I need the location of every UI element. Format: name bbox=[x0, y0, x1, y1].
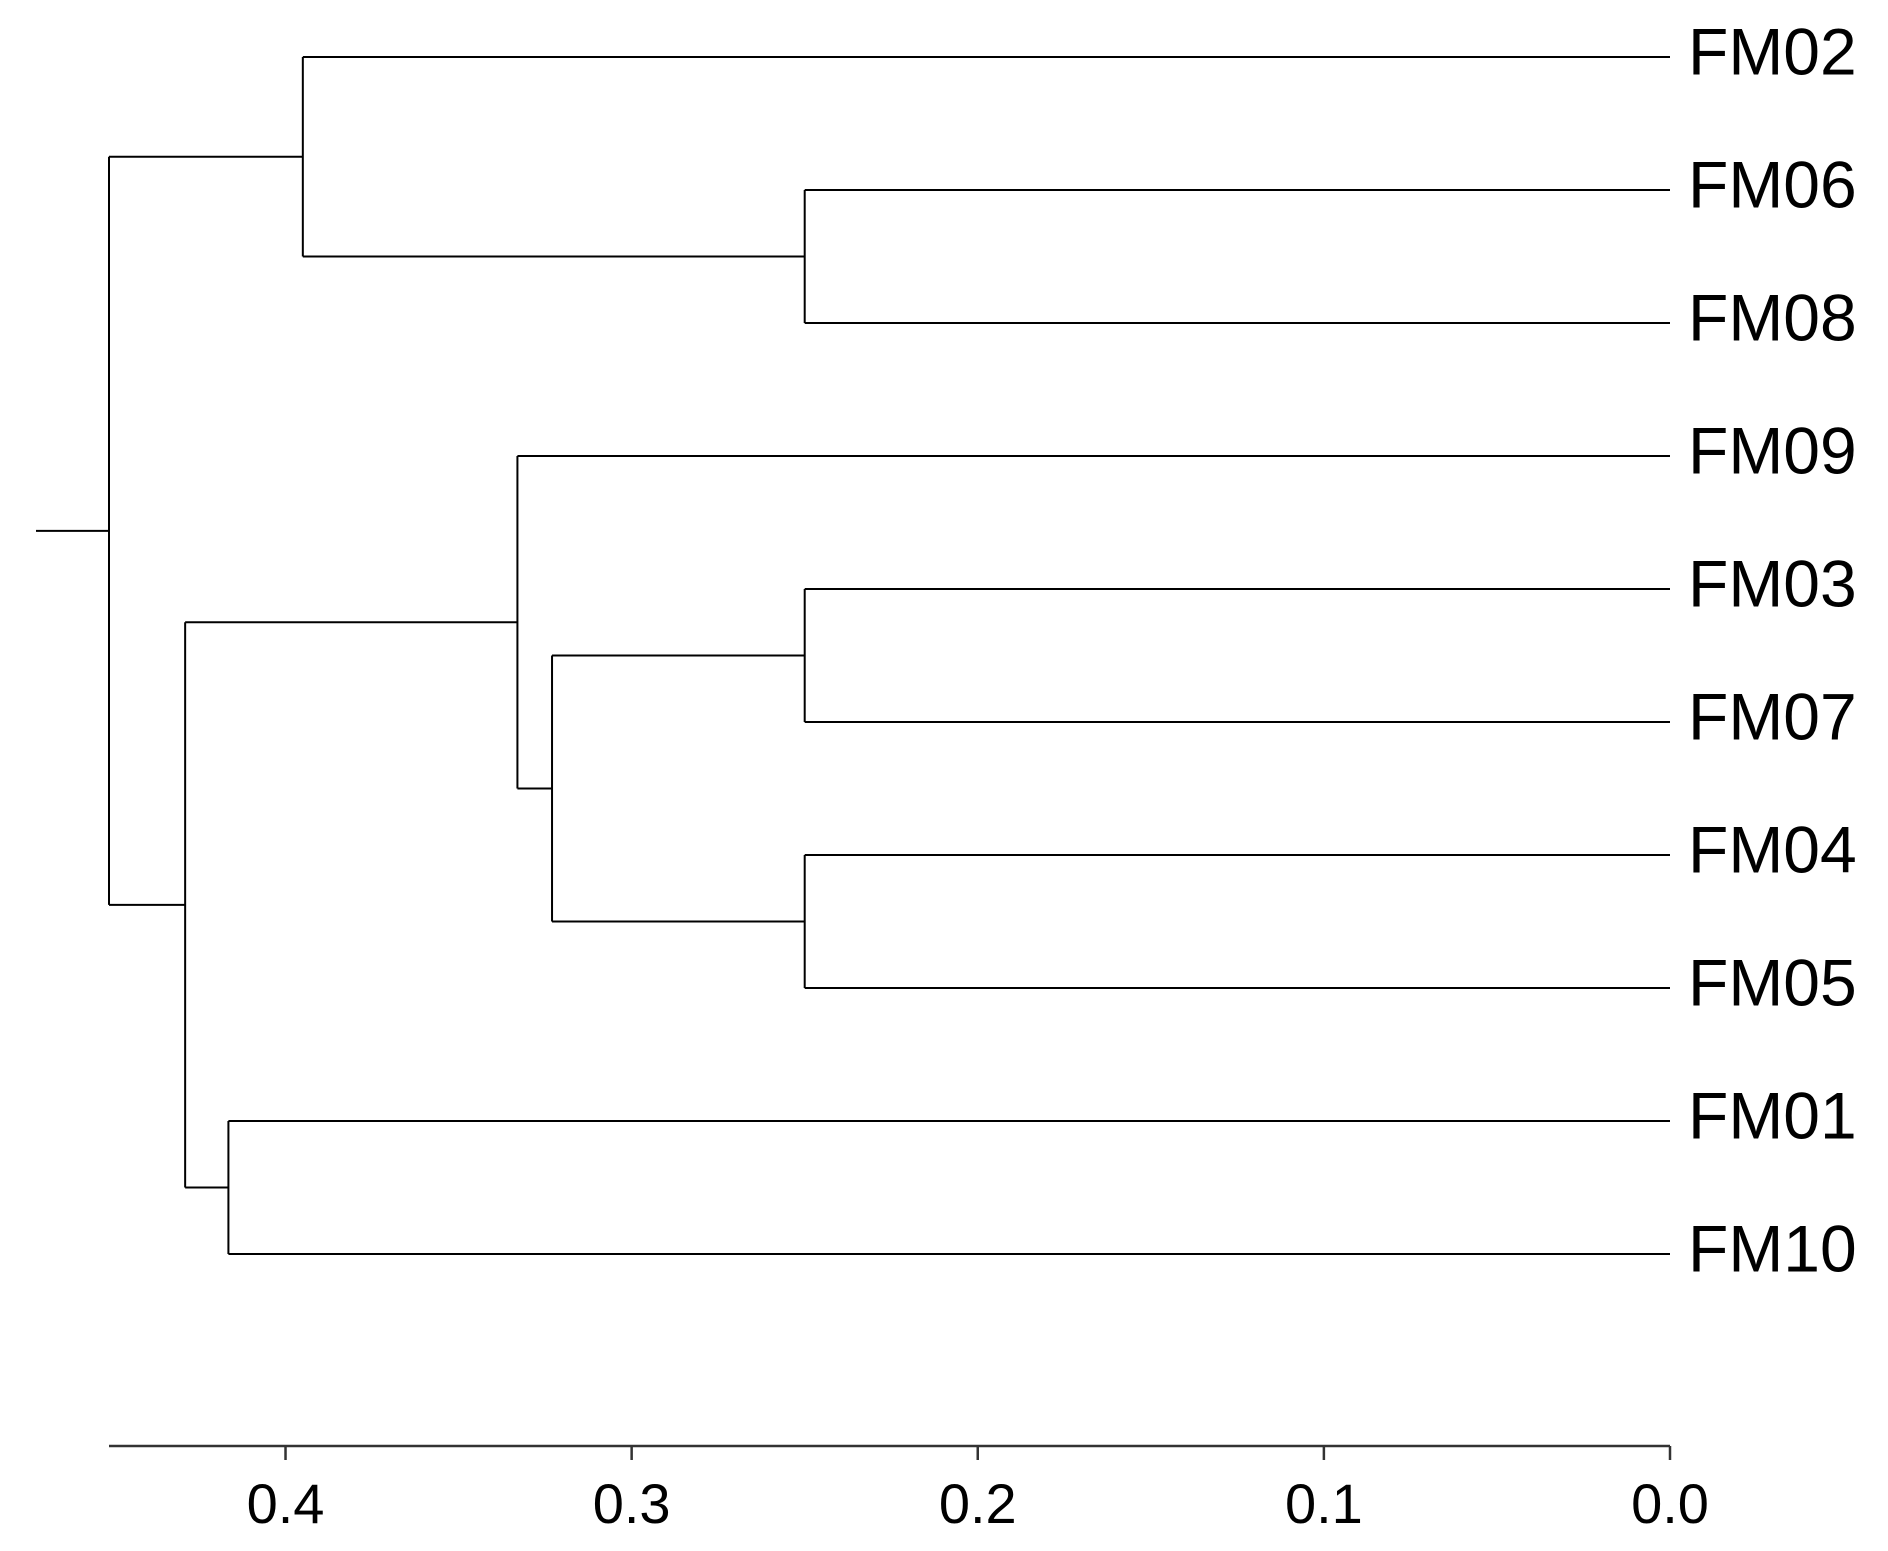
leaf-label: FM02 bbox=[1688, 14, 1857, 88]
leaf-label: FM06 bbox=[1688, 147, 1857, 221]
x-tick-label: 0.0 bbox=[1631, 1472, 1709, 1535]
leaf-label: FM05 bbox=[1688, 945, 1857, 1019]
leaf-label: FM09 bbox=[1688, 413, 1857, 487]
leaf-label: FM08 bbox=[1688, 280, 1857, 354]
leaf-label: FM04 bbox=[1688, 812, 1857, 886]
leaf-label: FM01 bbox=[1688, 1078, 1857, 1152]
x-tick-label: 0.4 bbox=[247, 1472, 325, 1535]
x-tick-label: 0.3 bbox=[593, 1472, 671, 1535]
leaf-label: FM03 bbox=[1688, 546, 1857, 620]
leaf-label: FM10 bbox=[1688, 1211, 1857, 1285]
leaf-label: FM07 bbox=[1688, 679, 1857, 753]
x-tick-label: 0.1 bbox=[1285, 1472, 1363, 1535]
x-tick-label: 0.2 bbox=[939, 1472, 1017, 1535]
